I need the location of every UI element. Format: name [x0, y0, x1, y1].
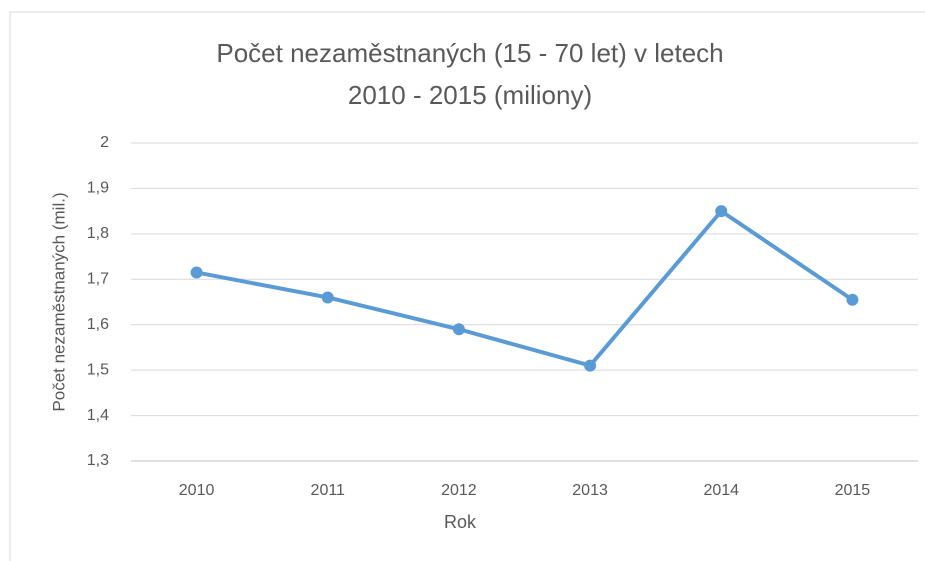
data-point — [190, 266, 203, 279]
x-tick-label: 2012 — [441, 482, 477, 499]
x-tick-label: 2015 — [835, 482, 871, 499]
y-tick-label: 1,9 — [87, 180, 109, 197]
y-tick-label: 1,7 — [87, 271, 109, 288]
data-line — [196, 209, 854, 368]
data-point — [846, 293, 859, 306]
x-axis-label: Rok — [444, 512, 477, 532]
y-tick-label: 1,5 — [87, 361, 109, 378]
data-point — [452, 323, 465, 336]
data-point — [321, 291, 334, 304]
x-tick-label: 2010 — [179, 482, 215, 499]
y-tick-label: 2 — [100, 134, 109, 151]
y-tick-label: 1,4 — [87, 407, 109, 424]
y-tick-label: 1,3 — [87, 452, 109, 469]
y-tick-label: 1,8 — [87, 225, 109, 242]
x-tick-label: 2011 — [311, 482, 346, 499]
chart-title: Počet nezaměstnaných (15 - 70 let) v let… — [216, 38, 723, 68]
chart-title: 2010 - 2015 (miliony) — [348, 80, 592, 110]
y-axis-label: Počet nezaměstnaných (mil.) — [49, 192, 68, 411]
data-point — [715, 205, 728, 218]
x-tick-label: 2014 — [703, 482, 739, 499]
y-tick-label: 1,6 — [87, 316, 109, 333]
chart-border — [9, 11, 925, 561]
x-tick-label: 2013 — [572, 482, 608, 499]
data-point — [584, 359, 597, 372]
